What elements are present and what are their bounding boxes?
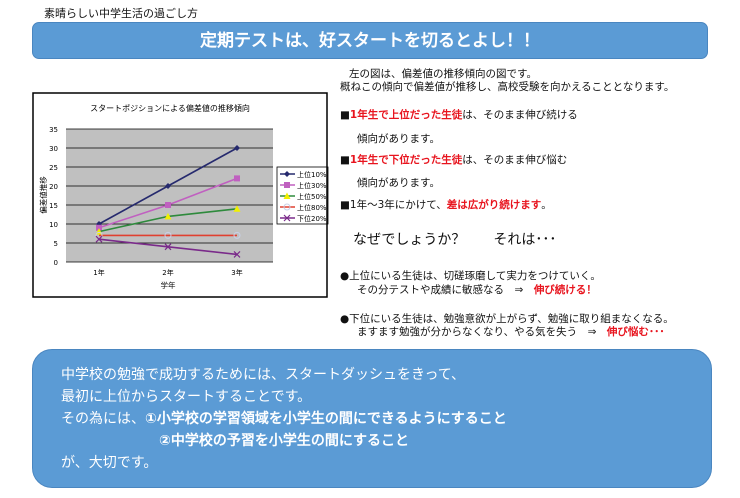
legend-label: 下位20% [297,214,327,223]
bullet-1-cont: 傾向があります。 [357,133,440,145]
point-highlight: 伸び悩む･･･ [606,326,665,338]
legend-label: 上位10% [297,170,327,179]
bullet-text: 1年～3年にかけて、 [349,199,447,211]
intro-line-2: 概ねこの傾向で偏差値が推移し、高校受験を向かえることとなります。 [340,81,675,93]
x-tick-label: 2年 [162,268,173,277]
summary-box: 中学校の勉強で成功するためには、スタートダッシュをきって、 最初に上位からスター… [32,349,712,488]
bullet-mark: ■ [340,154,350,166]
marker-circle [164,231,172,239]
x-tick-label: 3年 [231,268,242,277]
y-tick-label: 5 [54,240,58,248]
marker-x [233,250,241,258]
bullet-2: ■1年生で下位だった生徒は、そのまま伸び悩む [340,152,567,167]
summary-line-1: 中学校の勉強で成功するためには、スタートダッシュをきって、 [61,367,466,383]
page-pretitle: 素晴らしい中学生活の過ごし方 [44,7,198,20]
bullet-3: ■1年～3年にかけて、差は広がり続けます。 [340,197,552,212]
marker-diamond [284,171,290,177]
point-1-line-2: その分テストや成績に敏感なる ⇒ 伸び続ける！ [357,282,597,297]
y-tick-label: 30 [49,145,58,153]
point-highlight: 伸び続ける！ [533,284,597,296]
y-tick-label: 25 [49,164,58,172]
marker-circle [233,231,241,239]
marker-square [284,182,290,188]
marker-triangle [233,205,241,212]
y-tick-label: 15 [49,202,58,210]
question-text: なぜでしょうか？ それは･･･ [353,232,557,248]
summary-line-4: ②中学校の予習を小学生の間にすること [159,433,409,449]
marker-square [96,224,102,231]
bullet-highlight: 差は広がり続けます [446,199,542,211]
marker-square [234,175,240,182]
y-tick-label: 0 [54,259,58,267]
bullet-2-cont: 傾向があります。 [357,177,440,189]
title-banner: 定期テストは、好スタートを切るとよし！！ [32,22,708,59]
bullet-1: ■1年生で上位だった生徒は、そのまま伸び続ける [340,107,578,122]
marker-square [165,202,171,208]
point-text: その分テストや成績に敏感なる ⇒ [357,284,534,296]
y-tick-label: 20 [49,183,58,191]
marker-triangle [283,192,291,199]
legend-label: 上位50% [297,192,327,201]
bullet-highlight: 1年生で上位だった生徒 [349,109,463,121]
x-tick-label: 1年 [93,268,104,277]
chart-title: スタートポジションによる偏差値の推移傾向 [90,103,250,113]
marker-triangle [164,212,172,220]
point-2-line-1: ●下位にいる生徒は、勉強意欲が上がらず、勉強に取り組まなくなる。 [340,313,674,325]
summary-line-3: その為には、①小学校の学習領域を小学生の間にできるようにすること [61,411,507,427]
marker-x [164,243,172,251]
marker-diamond [165,183,171,189]
point-2-line-2: ますます勉強が分からなくなり、やる気を失う ⇒ 伸び悩む･･･ [357,324,665,339]
legend-label: 上位30% [297,181,327,190]
y-axis-label: 偏差値推移 [38,176,48,214]
bullet-text: 。 [541,199,552,211]
summary-line-5: が、大切です。 [61,455,158,471]
bullet-text: は、そのまま伸び続ける [462,109,578,121]
y-tick-label: 35 [49,126,58,134]
marker-x [95,235,103,243]
summary-line-2: 最初に上位からスタートすることです。 [61,389,312,405]
bullet-text: は、そのまま伸び悩む [462,154,568,166]
point-1-line-1: ●上位にいる生徒は、切磋琢磨して実力をつけていく。 [340,270,601,282]
bullet-mark: ■ [340,199,350,211]
legend-box [276,166,329,225]
legend-label: 上位80% [297,203,327,212]
marker-x [283,214,291,222]
plot-area [66,129,273,262]
intro-line-1: 左の図は、偏差値の推移傾向の図です。 [349,68,537,80]
point-text: ますます勉強が分からなくなり、やる気を失う ⇒ [357,326,607,338]
bullet-highlight: 1年生で下位だった生徒 [349,154,463,166]
x-axis-label: 学年 [161,280,176,290]
bullet-mark: ■ [340,109,350,121]
y-tick-label: 10 [49,221,58,229]
marker-circle [283,203,291,211]
marker-diamond [234,145,240,151]
